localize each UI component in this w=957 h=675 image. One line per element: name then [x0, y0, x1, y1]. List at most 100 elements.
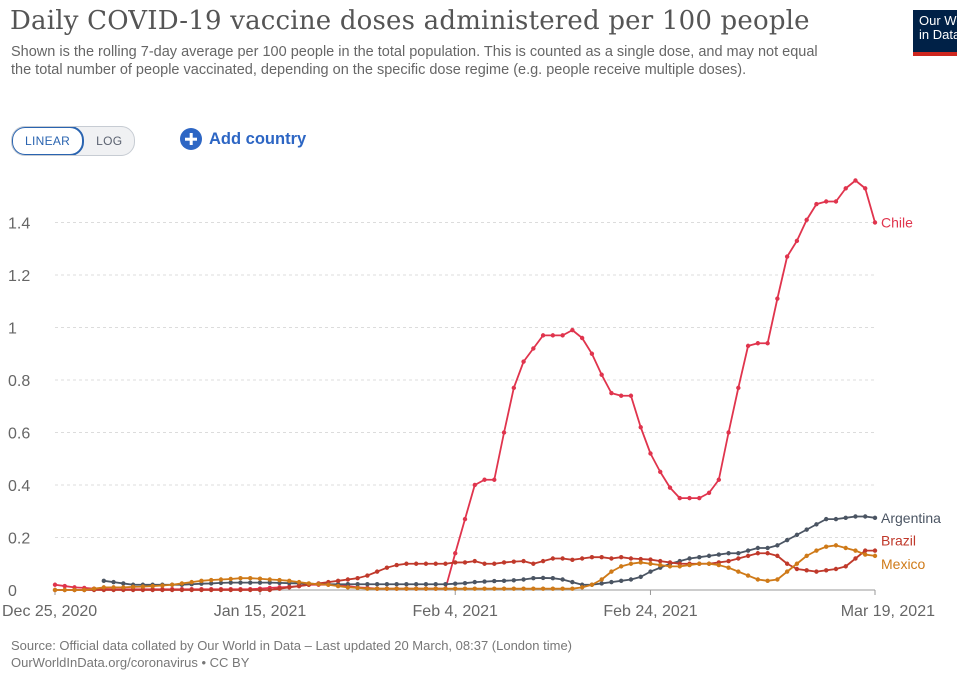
data-point-argentina [872, 515, 878, 521]
data-point-mexico [62, 587, 67, 593]
data-point-mexico [121, 585, 126, 590]
data-point-mexico [413, 586, 419, 591]
x-tick-label: Jan 15, 2021 [214, 603, 307, 620]
data-point-argentina [599, 581, 604, 586]
data-point-mexico [716, 562, 722, 568]
data-point-argentina [394, 582, 399, 587]
data-point-mexico [579, 585, 585, 590]
data-point-argentina [413, 582, 419, 587]
data-point-brazil [589, 554, 595, 560]
data-point-argentina [833, 516, 839, 522]
line-chart: 0 0.2 0.4 0.6 0.8 1 1.2 1.4 Dec 25, 2020 Jan 15, … [2, 178, 941, 620]
data-point-mexico [531, 586, 536, 591]
data-point-mexico [511, 586, 517, 591]
data-point-chile [599, 372, 604, 377]
data-point-brazil [189, 587, 194, 593]
data-point-brazil [208, 587, 214, 593]
data-point-brazil [872, 548, 878, 553]
data-point-chile [853, 178, 858, 183]
add-country-button[interactable]: Add country [180, 128, 306, 150]
data-point-brazil [384, 565, 390, 570]
data-point-argentina [228, 580, 233, 585]
data-point-mexico [345, 585, 351, 590]
data-point-argentina [609, 579, 614, 585]
data-point-brazil [130, 587, 136, 593]
data-point-chile [540, 333, 546, 338]
data-point-argentina [560, 577, 565, 582]
data-point-argentina [716, 552, 722, 557]
data-point-mexico [550, 586, 556, 591]
log-scale-button[interactable]: LOG [96, 134, 123, 148]
data-point-mexico [52, 587, 58, 593]
data-point-chile [765, 341, 770, 346]
owid-logo[interactable]: Our World in Data [913, 10, 957, 56]
data-point-mexico [853, 548, 858, 553]
data-point-argentina [823, 516, 829, 522]
chart-title: Daily COVID-19 vaccine doses administere… [10, 6, 810, 36]
data-point-mexico [462, 586, 468, 591]
data-point-mexico [472, 586, 477, 591]
data-point-argentina [257, 580, 263, 585]
data-point-mexico [609, 569, 614, 574]
data-point-argentina [248, 580, 253, 585]
data-point-brazil [140, 587, 146, 593]
data-point-argentina [804, 527, 809, 532]
data-point-chile [706, 490, 712, 496]
data-point-mexico [706, 561, 712, 566]
x-tick-label: Mar 19, 2021 [841, 603, 935, 620]
data-point-mexico [72, 587, 77, 593]
data-point-brazil [521, 558, 526, 564]
data-point-argentina [638, 574, 643, 580]
data-point-argentina [736, 551, 741, 556]
data-point-argentina [121, 581, 126, 586]
data-point-chile [726, 430, 731, 435]
data-point-chile [482, 477, 487, 482]
series-line-chile [54, 179, 876, 591]
data-point-mexico [618, 564, 624, 569]
data-point-brazil [550, 556, 556, 561]
data-point-mexico [492, 586, 497, 591]
data-point-brazil [345, 577, 351, 582]
data-point-argentina [355, 582, 360, 587]
data-point-argentina [853, 514, 858, 519]
data-point-argentina [550, 575, 556, 581]
data-point-mexico [199, 578, 204, 584]
data-point-mexico [355, 585, 360, 591]
data-point-brazil [784, 561, 790, 566]
data-point-argentina [570, 579, 575, 585]
data-point-brazil [169, 587, 175, 593]
data-point-brazil [531, 561, 536, 566]
data-point-brazil [599, 554, 604, 560]
data-point-chile [579, 335, 585, 341]
data-point-mexico [394, 586, 399, 591]
linear-scale-button[interactable]: LINEAR [12, 127, 85, 155]
data-point-chile [52, 582, 58, 587]
data-point-mexico [648, 561, 653, 566]
data-point-mexico [833, 543, 839, 548]
data-point-argentina [365, 582, 370, 587]
data-point-brazil [736, 556, 741, 561]
data-point-argentina [814, 522, 819, 527]
data-point-brazil [823, 568, 829, 573]
data-point-brazil [218, 587, 224, 593]
logo-line-1: Our World [919, 13, 957, 28]
data-point-brazil [394, 562, 399, 568]
data-point-argentina [208, 581, 214, 586]
data-point-mexico [140, 584, 146, 589]
data-point-brazil [618, 554, 624, 560]
data-point-chile [589, 351, 595, 356]
data-point-mexico [267, 577, 272, 582]
data-point-brazil [794, 566, 800, 572]
data-point-brazil [267, 587, 272, 593]
data-point-brazil [277, 586, 282, 591]
data-point-argentina [706, 553, 712, 559]
source-note: Source: Official data collated by Our Wo… [11, 637, 572, 671]
source-line-2[interactable]: OurWorldInData.org/coronavirus • CC BY [11, 655, 250, 670]
add-country-label: Add country [209, 129, 307, 148]
data-point-argentina [531, 575, 536, 581]
data-point-mexico [697, 561, 702, 566]
logo-line-2: in Data [919, 27, 957, 42]
data-point-mexico [238, 575, 243, 581]
data-point-argentina [443, 582, 448, 587]
y-tick-label: 0 [8, 583, 17, 600]
